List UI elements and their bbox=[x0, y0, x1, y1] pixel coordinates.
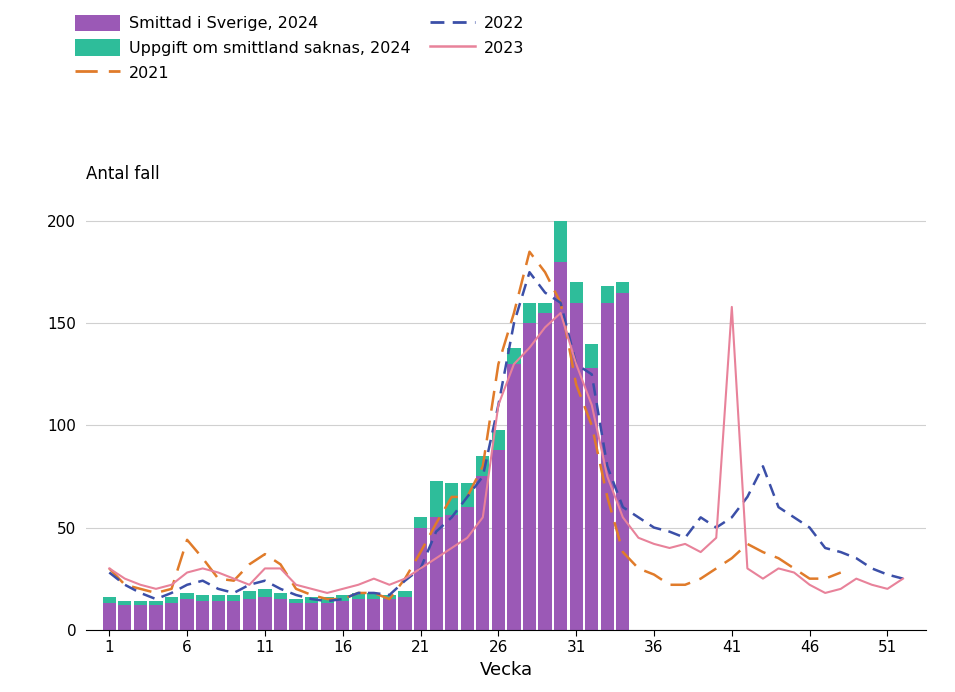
Bar bbox=[460, 482, 474, 507]
Bar bbox=[601, 303, 614, 630]
Legend: Smittad i Sverige, 2024, Uppgift om smittland saknas, 2024, 2021, 2022, 2023: Smittad i Sverige, 2024, Uppgift om smit… bbox=[74, 15, 524, 80]
Bar bbox=[336, 595, 350, 601]
Bar bbox=[212, 601, 224, 630]
Bar bbox=[430, 518, 443, 630]
Bar bbox=[601, 286, 614, 303]
Bar bbox=[507, 364, 520, 630]
Bar bbox=[243, 599, 256, 630]
Bar bbox=[492, 450, 505, 630]
Bar bbox=[616, 293, 629, 630]
Bar bbox=[477, 456, 489, 477]
Bar bbox=[149, 606, 162, 630]
Bar bbox=[383, 599, 396, 630]
Bar bbox=[398, 597, 412, 630]
Bar bbox=[351, 593, 365, 599]
Bar bbox=[554, 221, 567, 262]
Bar bbox=[351, 599, 365, 630]
Bar bbox=[430, 480, 443, 518]
Bar bbox=[539, 313, 552, 630]
Bar bbox=[134, 606, 147, 630]
Bar bbox=[149, 601, 162, 606]
Bar bbox=[289, 603, 303, 630]
Bar bbox=[445, 482, 458, 516]
Bar bbox=[383, 595, 396, 599]
Bar bbox=[539, 303, 552, 313]
Bar bbox=[274, 599, 287, 630]
Text: Antal fall: Antal fall bbox=[86, 165, 159, 183]
Bar bbox=[414, 518, 427, 527]
Bar bbox=[165, 597, 179, 603]
Bar bbox=[212, 595, 224, 601]
Bar bbox=[321, 603, 334, 630]
Bar bbox=[227, 595, 241, 601]
Bar bbox=[492, 430, 505, 450]
Bar bbox=[180, 593, 194, 599]
Bar bbox=[477, 477, 489, 630]
Bar bbox=[523, 303, 536, 323]
Bar bbox=[289, 599, 303, 603]
Bar bbox=[445, 516, 458, 630]
Bar bbox=[460, 507, 474, 630]
Bar bbox=[103, 603, 116, 630]
Bar bbox=[134, 601, 147, 606]
Bar bbox=[321, 597, 334, 603]
Bar bbox=[165, 603, 179, 630]
Bar bbox=[243, 591, 256, 599]
Bar bbox=[616, 282, 629, 293]
Bar bbox=[227, 601, 241, 630]
Bar bbox=[180, 599, 194, 630]
Bar bbox=[368, 593, 380, 599]
Bar bbox=[336, 601, 350, 630]
Bar bbox=[305, 597, 318, 603]
Bar bbox=[274, 593, 287, 599]
Bar bbox=[507, 348, 520, 364]
Bar bbox=[585, 344, 599, 368]
X-axis label: Vecka: Vecka bbox=[479, 661, 533, 679]
Bar bbox=[258, 589, 271, 597]
Bar bbox=[585, 368, 599, 630]
Bar bbox=[368, 599, 380, 630]
Bar bbox=[414, 527, 427, 630]
Bar bbox=[103, 597, 116, 603]
Bar bbox=[305, 603, 318, 630]
Bar bbox=[569, 303, 583, 630]
Bar bbox=[569, 282, 583, 303]
Bar bbox=[258, 597, 271, 630]
Bar bbox=[554, 262, 567, 630]
Bar bbox=[118, 606, 132, 630]
Bar bbox=[196, 601, 209, 630]
Bar bbox=[118, 601, 132, 606]
Bar bbox=[523, 323, 536, 630]
Bar bbox=[196, 595, 209, 601]
Bar bbox=[398, 591, 412, 597]
